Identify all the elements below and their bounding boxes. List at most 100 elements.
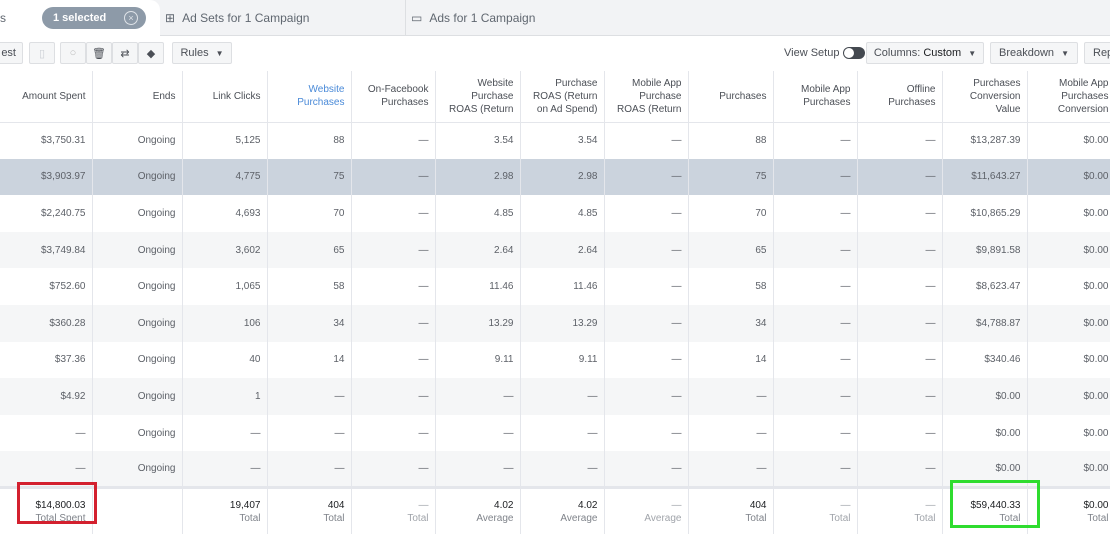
total-label: Total: [999, 512, 1021, 524]
rules-dropdown[interactable]: Rules ▼: [172, 42, 232, 64]
table-cell: $9,891.58: [942, 231, 1028, 269]
column-header[interactable]: Purchase ROAS (Return on Ad Spend): [520, 71, 605, 123]
table-cell: —: [773, 304, 858, 342]
column-header[interactable]: On-Facebook Purchases: [351, 71, 436, 123]
table-row[interactable]: — Ongoing — — — — — — — — — $0.00 $0.00: [0, 414, 1110, 452]
table-cell: —: [773, 158, 858, 196]
total-label: Total: [745, 512, 767, 524]
columns-dropdown[interactable]: Columns: Custom ▼: [866, 42, 984, 64]
table-cell: —: [351, 341, 436, 379]
table-cell: —: [773, 341, 858, 379]
table-cell: —: [351, 414, 436, 452]
table-cell: $3,903.97: [0, 158, 93, 196]
table-cell: —: [351, 451, 436, 488]
table-cell: 4.85: [520, 195, 605, 232]
table-cell: $3,749.84: [0, 231, 93, 269]
table-cell: —: [520, 378, 605, 415]
ab-test-button[interactable]: est: [0, 42, 23, 64]
column-header[interactable]: Link Clicks: [182, 71, 268, 123]
table-cell: $4,788.87: [942, 304, 1028, 342]
highlight-box-conversion-value: [950, 480, 1040, 528]
tag-icon[interactable]: ◆: [138, 42, 164, 64]
table-cell: —: [857, 378, 943, 415]
reports-button[interactable]: Rep: [1084, 42, 1110, 64]
table-cell: 75: [688, 158, 774, 196]
table-cell: —: [351, 304, 436, 342]
table-cell: —: [857, 122, 943, 159]
breakdown-dropdown[interactable]: Breakdown ▼: [990, 42, 1078, 64]
table-row[interactable]: $3,749.84 Ongoing 3,602 65—2.64 2.64—65— — $9,…: [0, 231, 1110, 269]
column-header[interactable]: Ends: [92, 71, 183, 123]
table-cell: $0.00: [1027, 231, 1110, 269]
table-row[interactable]: $3,750.31 Ongoing 5,125 88—3.54 3.54—88— — $13…: [0, 122, 1110, 159]
grid-icon: ⊞: [165, 11, 176, 25]
table-cell: —: [773, 195, 858, 232]
selected-pill[interactable]: 1 selected ×: [42, 7, 146, 29]
columns-value: Custom: [923, 47, 962, 59]
table-cell: 4,693: [182, 195, 268, 232]
total-value: 4.02: [494, 499, 514, 511]
clear-selection-icon[interactable]: ×: [124, 11, 138, 25]
table-cell: Ongoing: [92, 231, 183, 269]
table-cell: —: [604, 451, 689, 488]
view-setup-toggle[interactable]: View Setup: [784, 47, 866, 59]
table-row[interactable]: — Ongoing — — — — — — — — — $0.00 $0.00: [0, 451, 1110, 488]
total-cell: — Total: [857, 486, 943, 534]
ad-icon: ▭: [411, 11, 423, 25]
table-cell: —: [435, 414, 521, 452]
table-cell: —: [857, 304, 943, 342]
toolbar: est ▯ ○ 🗑 ⇄ ◆ Rules ▼ View Setup Columns:…: [0, 37, 1110, 70]
table-cell: 5,125: [182, 122, 268, 159]
table-cell: —: [688, 378, 774, 415]
total-label: Total Spent: [35, 512, 86, 524]
total-cell: — Average: [604, 486, 689, 534]
total-cell: [92, 486, 183, 534]
breakdown-label: Breakdown: [999, 47, 1055, 59]
table-cell: 65: [688, 231, 774, 269]
delete-icon[interactable]: 🗑: [86, 42, 112, 64]
table-cell: $0.00: [1027, 451, 1110, 488]
column-header[interactable]: Mobile App Purchase ROAS (Return: [604, 71, 689, 123]
column-header[interactable]: Purchases: [688, 71, 774, 123]
total-value: —: [925, 499, 936, 511]
tab-ad-sets[interactable]: ⊞ Ad Sets for 1 Campaign: [165, 0, 405, 36]
table-cell: $0.00: [1027, 195, 1110, 232]
column-header[interactable]: Website Purchases: [267, 71, 352, 123]
totals-row: $14,800.03 Total Spent 19,407 Total 404 Total…: [0, 486, 1110, 534]
table-cell: $11,643.27: [942, 158, 1028, 196]
table-cell: 2.98: [435, 158, 521, 196]
total-value: 404: [749, 499, 767, 511]
table-cell: $0.00: [942, 414, 1028, 452]
column-header[interactable]: Amount Spent: [0, 71, 93, 123]
table-cell: —: [773, 378, 858, 415]
table-cell: Ongoing: [92, 414, 183, 452]
column-header[interactable]: Website Purchase ROAS (Return: [435, 71, 521, 123]
table-row[interactable]: $37.36 Ongoing 40 14—9.11 9.11—14— — $340.46 $0…: [0, 341, 1110, 379]
toggle-switch[interactable]: [843, 47, 866, 59]
table-row[interactable]: $3,903.97 Ongoing 4,775 75—2.98 2.98—75— — $11…: [0, 158, 1110, 196]
column-header[interactable]: Mobile App Purchases Conversion: [1027, 71, 1110, 123]
total-cell: $14,800.03 Total Spent: [0, 486, 93, 534]
table-row[interactable]: $4.92 Ongoing 1— — — — — — — — $0.00 $0.00: [0, 378, 1110, 415]
table-cell: —: [773, 268, 858, 305]
column-header[interactable]: Purchases Conversion Value: [942, 71, 1028, 123]
total-label: Total: [914, 512, 936, 524]
refresh-icon[interactable]: ○: [60, 42, 86, 64]
preview-icon[interactable]: ⇄: [112, 42, 138, 64]
table-row[interactable]: $752.60 Ongoing 1,065 58—11.46 11.46—58— — $8,…: [0, 268, 1110, 305]
total-value: $14,800.03: [35, 499, 86, 511]
table-cell: —: [182, 414, 268, 452]
total-value: —: [671, 499, 682, 511]
table-row[interactable]: $360.28 Ongoing 106 34—13.29 13.29—34— — $4,78…: [0, 304, 1110, 342]
total-label: Total: [323, 512, 345, 524]
total-label: Average: [644, 512, 682, 524]
table-cell: —: [773, 414, 858, 452]
view-setup-label: View Setup: [784, 47, 840, 59]
table-cell: 70: [267, 195, 352, 232]
column-header[interactable]: Mobile App Purchases: [773, 71, 858, 123]
tab-ads[interactable]: ▭ Ads for 1 Campaign: [405, 0, 635, 36]
duplicate-icon[interactable]: ▯: [29, 42, 55, 64]
table-row[interactable]: $2,240.75 Ongoing 4,693 70—4.85 4.85—70— — $10…: [0, 195, 1110, 232]
total-cell: 404 Total: [688, 486, 774, 534]
column-header[interactable]: Offline Purchases: [857, 71, 943, 123]
